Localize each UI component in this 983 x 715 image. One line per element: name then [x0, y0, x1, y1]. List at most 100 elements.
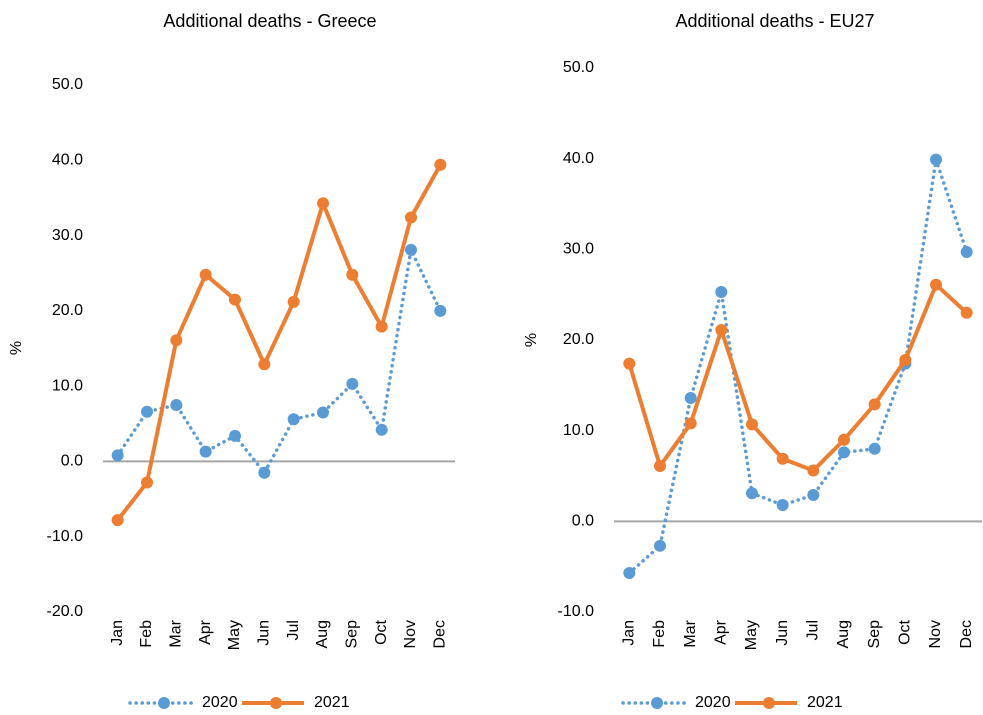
- y-tick-label: -10.0: [47, 528, 84, 545]
- point: [776, 452, 789, 465]
- x-tick-label: Sep: [866, 620, 883, 649]
- point: [229, 429, 241, 442]
- chart-title: Additional deaths - EU27: [675, 11, 874, 31]
- point: [684, 417, 697, 430]
- y-tick-label: 10.0: [563, 422, 594, 439]
- point: [715, 285, 728, 298]
- point: [960, 246, 973, 259]
- x-tick-label: Feb: [138, 620, 155, 648]
- point: [654, 460, 666, 473]
- legend-marker: [270, 697, 282, 709]
- point: [434, 304, 447, 317]
- point: [170, 398, 183, 411]
- y-tick-label: -20.0: [47, 603, 84, 620]
- x-tick-label: Dec: [432, 620, 449, 648]
- y-axis-label: %: [523, 333, 540, 347]
- x-tick-label: Sep: [344, 620, 361, 649]
- y-tick-label: 20.0: [52, 302, 83, 319]
- point: [317, 197, 329, 210]
- point: [375, 423, 388, 436]
- point: [111, 449, 124, 462]
- x-tick-label: Mar: [168, 619, 185, 647]
- x-tick-label: Jul: [805, 620, 822, 640]
- point: [170, 334, 183, 347]
- legend-label: 2020: [695, 694, 731, 711]
- y-tick-label: 50.0: [563, 59, 594, 76]
- point: [715, 324, 728, 337]
- point: [287, 413, 300, 426]
- legend-label: 2020: [202, 694, 238, 711]
- y-tick-label: 0.0: [572, 513, 594, 530]
- legend-marker: [158, 697, 170, 709]
- point: [960, 306, 973, 319]
- point: [838, 433, 850, 446]
- y-tick-label: -10.0: [558, 603, 595, 620]
- x-tick-label: May: [743, 620, 760, 650]
- x-tick-label: Apr: [197, 619, 214, 645]
- y-tick-label: 30.0: [52, 227, 83, 244]
- x-tick-label: Jun: [774, 620, 791, 646]
- x-tick-label: Jul: [285, 620, 302, 640]
- point: [930, 153, 942, 166]
- point: [654, 539, 666, 552]
- point: [405, 243, 417, 256]
- point: [899, 353, 912, 366]
- x-tick-label: Apr: [713, 619, 730, 645]
- chart-title: Additional deaths - Greece: [163, 11, 376, 31]
- point: [141, 476, 153, 489]
- x-tick-label: Mar: [682, 619, 699, 647]
- point: [258, 466, 271, 479]
- x-tick-label: Dec: [958, 620, 975, 648]
- point: [287, 295, 300, 308]
- point: [317, 406, 329, 419]
- point: [868, 398, 881, 411]
- x-tick-label: Oct: [897, 619, 914, 644]
- y-tick-label: 10.0: [52, 377, 83, 394]
- x-tick-label: Nov: [402, 620, 419, 648]
- x-tick-label: Aug: [314, 620, 331, 648]
- point: [199, 445, 212, 458]
- x-tick-label: Jan: [621, 620, 638, 646]
- x-tick-label: Nov: [927, 620, 944, 648]
- point: [375, 320, 388, 333]
- point: [405, 211, 417, 224]
- y-tick-label: 0.0: [61, 453, 83, 470]
- y-tick-label: 50.0: [52, 76, 83, 93]
- point: [868, 442, 881, 455]
- point: [229, 293, 241, 306]
- point: [807, 464, 820, 477]
- point: [746, 487, 758, 500]
- x-tick-label: Oct: [373, 619, 390, 644]
- x-tick-label: Jan: [109, 620, 126, 646]
- point: [258, 358, 271, 371]
- legend-marker: [763, 697, 775, 709]
- legend-marker: [651, 697, 663, 709]
- point: [434, 158, 447, 171]
- x-tick-label: Aug: [835, 620, 852, 648]
- y-tick-label: 20.0: [563, 331, 594, 348]
- point: [746, 418, 758, 431]
- point: [141, 405, 153, 418]
- point: [776, 499, 789, 512]
- point: [623, 567, 636, 580]
- y-axis-label: %: [8, 341, 25, 355]
- legend-label: 2021: [314, 694, 350, 711]
- point: [838, 446, 850, 459]
- x-tick-label: Feb: [651, 620, 668, 648]
- point: [807, 489, 820, 502]
- y-tick-label: 30.0: [563, 241, 594, 258]
- point: [346, 377, 359, 390]
- x-tick-label: Jun: [256, 620, 273, 646]
- point: [684, 392, 697, 405]
- point: [199, 268, 212, 281]
- x-tick-label: May: [226, 620, 243, 650]
- legend-label: 2021: [807, 694, 843, 711]
- y-tick-label: 40.0: [563, 150, 594, 167]
- series-line: [627, 159, 969, 575]
- series-line: [116, 163, 443, 522]
- y-tick-label: 40.0: [52, 152, 83, 169]
- series-line: [627, 282, 969, 473]
- point: [346, 268, 359, 281]
- point: [930, 278, 942, 291]
